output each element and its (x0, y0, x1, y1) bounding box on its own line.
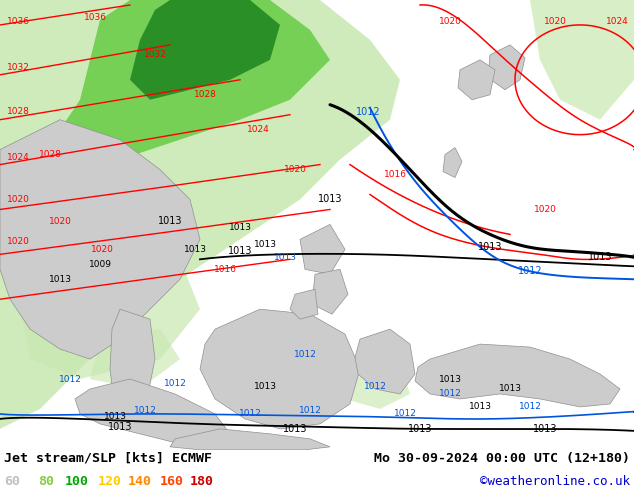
Polygon shape (345, 364, 410, 409)
Text: 1012: 1012 (356, 107, 380, 117)
Polygon shape (0, 0, 330, 229)
Text: 1013: 1013 (228, 246, 252, 256)
Text: 100: 100 (65, 475, 89, 488)
Text: 1020: 1020 (543, 18, 566, 26)
Text: 1024: 1024 (605, 18, 628, 26)
Polygon shape (530, 0, 634, 120)
Polygon shape (0, 120, 200, 359)
Text: 1013: 1013 (273, 253, 297, 262)
Text: 1020: 1020 (6, 237, 29, 246)
Text: 1020: 1020 (534, 205, 557, 214)
Text: 1024: 1024 (247, 125, 269, 134)
Polygon shape (0, 0, 400, 429)
Text: 160: 160 (160, 475, 184, 488)
Text: 1016: 1016 (214, 265, 236, 274)
Text: 1012: 1012 (439, 390, 462, 398)
Polygon shape (20, 259, 200, 379)
Text: 1012: 1012 (299, 406, 321, 416)
Text: ©weatheronline.co.uk: ©weatheronline.co.uk (480, 475, 630, 488)
Text: 1020: 1020 (283, 165, 306, 174)
Text: 1012: 1012 (394, 410, 417, 418)
Text: 1013: 1013 (469, 402, 491, 412)
Polygon shape (220, 339, 290, 399)
Polygon shape (488, 45, 525, 90)
Text: Mo 30-09-2024 00:00 UTC (12+180): Mo 30-09-2024 00:00 UTC (12+180) (374, 452, 630, 465)
Text: 1013: 1013 (588, 252, 612, 262)
Text: 140: 140 (128, 475, 152, 488)
Polygon shape (458, 60, 495, 100)
Text: 1013: 1013 (478, 243, 502, 252)
Text: 1012: 1012 (518, 266, 542, 276)
Polygon shape (312, 270, 348, 314)
Text: 1020: 1020 (49, 217, 72, 226)
Text: 1020: 1020 (91, 245, 113, 254)
Text: 1032: 1032 (6, 63, 29, 73)
Text: 1016: 1016 (384, 170, 406, 179)
Polygon shape (90, 329, 180, 389)
Text: 60: 60 (4, 475, 20, 488)
Polygon shape (130, 0, 280, 100)
Text: 1013: 1013 (408, 424, 432, 434)
Text: 1028: 1028 (193, 90, 216, 99)
Polygon shape (75, 379, 230, 447)
Text: 1013: 1013 (498, 385, 522, 393)
Polygon shape (425, 354, 490, 399)
Text: 180: 180 (190, 475, 214, 488)
Text: 1012: 1012 (238, 410, 261, 418)
Text: 1024: 1024 (6, 153, 29, 162)
Polygon shape (443, 147, 462, 177)
Text: 1013: 1013 (318, 195, 342, 204)
Polygon shape (290, 289, 318, 319)
Polygon shape (300, 224, 345, 274)
Text: 1013: 1013 (439, 374, 462, 384)
Text: 1013: 1013 (254, 383, 276, 392)
Text: 80: 80 (38, 475, 54, 488)
Text: 1036: 1036 (6, 18, 30, 26)
Polygon shape (415, 344, 620, 407)
Text: 120: 120 (98, 475, 122, 488)
Text: 1013: 1013 (108, 422, 133, 432)
Text: 1012: 1012 (363, 383, 387, 392)
Polygon shape (170, 429, 330, 450)
Text: 1032: 1032 (143, 50, 167, 59)
Text: 1013: 1013 (103, 413, 127, 421)
Polygon shape (110, 309, 155, 429)
Text: 1036: 1036 (84, 13, 107, 23)
Text: 1028: 1028 (6, 107, 29, 116)
Text: 1028: 1028 (39, 150, 61, 159)
Text: 1013: 1013 (183, 245, 207, 254)
Text: 1012: 1012 (134, 406, 157, 416)
Text: 1013: 1013 (533, 424, 557, 434)
Text: 1020: 1020 (6, 195, 29, 204)
Polygon shape (355, 329, 415, 394)
Text: 1013: 1013 (283, 424, 307, 434)
Text: 1012: 1012 (58, 374, 81, 384)
Text: 1012: 1012 (294, 349, 316, 359)
Text: 1012: 1012 (164, 379, 186, 389)
Text: 1013: 1013 (254, 240, 276, 249)
Text: 1012: 1012 (519, 402, 541, 412)
Text: Jet stream/SLP [kts] ECMWF: Jet stream/SLP [kts] ECMWF (4, 452, 212, 465)
Text: 1020: 1020 (439, 18, 462, 26)
Polygon shape (200, 309, 360, 429)
Text: 1013: 1013 (48, 275, 72, 284)
Text: 1013: 1013 (158, 217, 182, 226)
Text: 1013: 1013 (228, 223, 252, 232)
Text: 1009: 1009 (89, 260, 112, 269)
